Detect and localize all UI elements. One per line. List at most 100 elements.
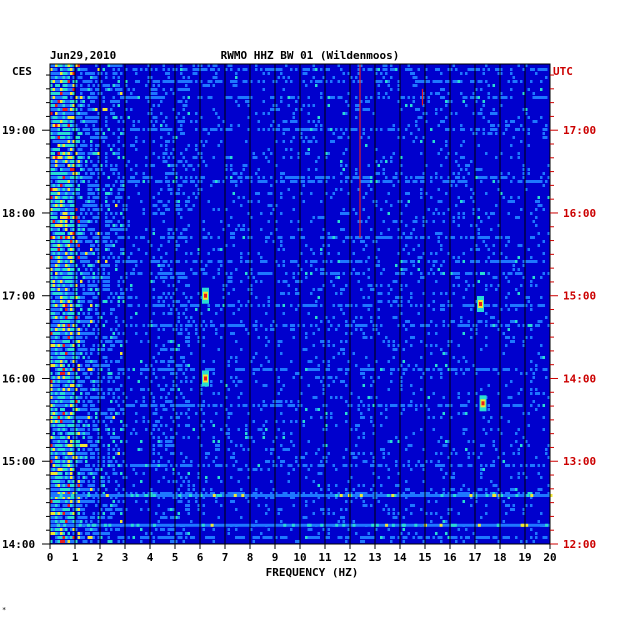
spectro-cell [70,188,73,191]
spectro-cell [212,128,215,131]
spectro-cell [302,128,305,131]
spectro-cell [407,96,410,99]
spectro-cell [72,336,75,339]
spectro-cell [472,200,475,203]
spectro-cell [75,296,78,299]
spectro-cell [105,428,108,431]
spectro-cell [55,392,58,395]
spectro-cell [330,272,333,275]
spectro-cell [210,96,213,99]
spectro-cell [432,300,435,303]
spectro-cell [70,144,73,147]
spectro-cell [322,384,325,387]
spectro-cell [180,328,183,331]
spectro-cell [67,88,70,91]
spectro-cell [160,348,163,351]
spectro-cell [75,152,78,155]
spectro-cell [485,344,488,347]
spectro-cell [347,404,350,407]
spectro-cell [512,452,515,455]
spectro-cell [305,272,308,275]
spectro-cell [235,340,238,343]
spectro-cell [235,360,238,363]
spectro-cell [50,392,53,395]
spectro-cell [67,156,70,159]
spectro-cell [170,268,173,271]
spectro-cell [195,120,198,123]
spectro-cell [90,80,93,83]
spectro-cell [97,364,100,367]
spectro-cell [172,156,175,159]
spectro-cell [410,296,413,299]
spectro-cell [57,72,60,75]
spectro-cell [132,428,135,431]
spectro-cell [217,440,220,443]
spectro-cell [65,380,68,383]
spectro-cell [290,156,293,159]
spectro-cell [152,128,155,131]
spectro-cell [162,388,165,391]
spectro-cell [435,332,438,335]
spectro-cell [257,368,260,371]
spectro-cell [450,452,453,455]
spectro-cell [55,200,58,203]
spectro-cell [195,128,198,131]
spectro-cell [55,452,58,455]
spectro-cell [160,360,163,363]
spectro-cell [247,436,250,439]
spectro-cell [505,124,508,127]
spectro-cell [55,312,58,315]
spectro-cell [180,128,183,131]
spectro-cell [535,200,538,203]
spectro-cell [105,84,108,87]
spectro-cell [142,236,145,239]
spectro-cell [342,312,345,315]
spectro-cell [90,316,93,319]
spectro-cell [105,200,108,203]
spectro-cell [85,276,88,279]
spectro-cell [152,80,155,83]
spectro-cell [97,132,100,135]
spectro-cell [360,80,363,83]
spectro-cell [160,424,163,427]
spectro-cell [112,224,115,227]
spectro-cell [300,456,303,459]
spectro-cell [65,456,68,459]
spectro-cell [92,116,95,119]
spectro-cell [235,180,238,183]
spectro-cell [62,376,65,379]
spectro-cell [222,288,225,291]
spectro-cell [72,368,75,371]
spectro-cell [82,320,85,323]
spectro-cell [85,164,88,167]
spectro-cell [77,196,80,199]
spectro-cell [65,144,68,147]
spectro-cell [127,160,130,163]
spectro-cell [350,452,353,455]
spectro-cell [102,456,105,459]
spectro-cell [202,268,205,271]
spectro-cell [325,404,328,407]
spectro-cell [400,164,403,167]
spectro-cell [232,244,235,247]
spectro-cell [157,304,160,307]
spectro-cell [535,72,538,75]
spectro-cell [507,80,510,83]
spectro-cell [195,72,198,75]
spectro-cell [192,260,195,263]
spectro-cell [460,180,463,183]
spectro-cell [232,236,235,239]
spectro-cell [67,376,70,379]
spectro-cell [82,400,85,403]
spectro-cell [52,396,55,399]
spectro-cell [182,68,185,71]
spectro-cell [290,404,293,407]
spectro-cell [197,152,200,155]
spectro-cell [300,268,303,271]
spectro-cell [57,92,60,95]
spectro-cell [500,432,503,435]
spectro-cell [137,380,140,383]
spectro-cell [182,88,185,91]
spectro-cell [95,448,98,451]
spectro-cell [50,68,53,71]
